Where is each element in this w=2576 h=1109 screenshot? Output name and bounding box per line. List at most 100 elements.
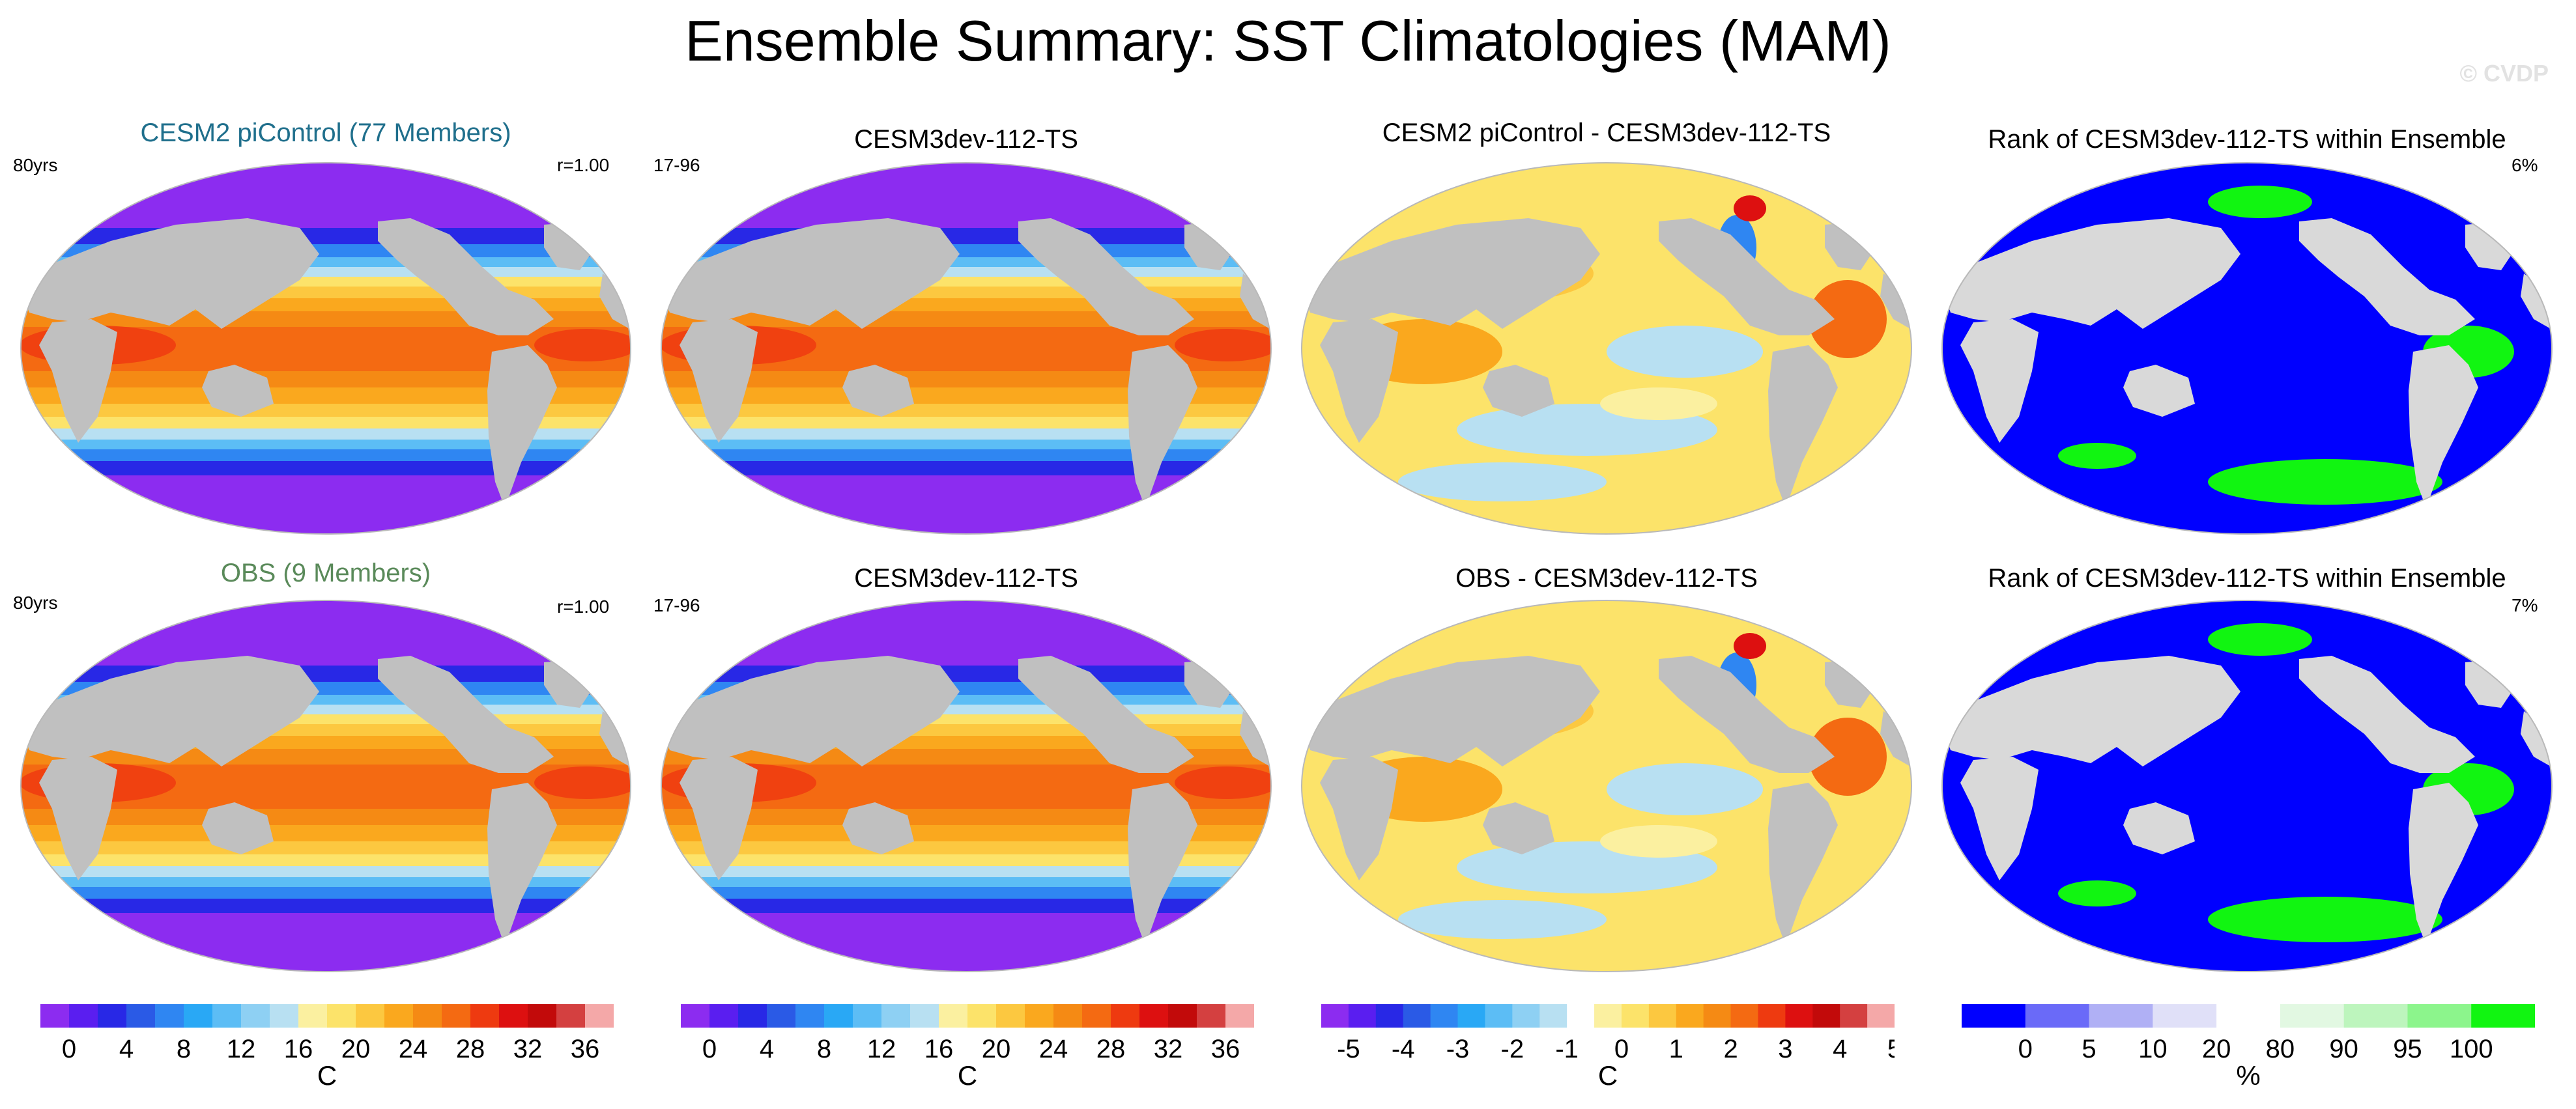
colorbar-swatch: [967, 1004, 997, 1028]
land-africa: [39, 319, 117, 443]
diff-map-cesm2-minus-cesm3dev: [1301, 162, 1912, 535]
land-australia: [1483, 802, 1554, 854]
sst-band: [661, 404, 1271, 417]
sst-map-cesm3dev-row1: [661, 162, 1272, 535]
colorbar-tick-label: 90: [2329, 1035, 2358, 1063]
colorbar-tick-label: 5: [1887, 1035, 1895, 1063]
rank-high-region: [2208, 623, 2312, 656]
diff-anomaly: [1600, 387, 1717, 420]
colorbar-swatch: [1730, 1004, 1758, 1028]
colorbar-tick-label: 100: [2450, 1035, 2493, 1063]
colorbar-sst-2: 0 4 8 12 16 20 24 28 32 36: [681, 1004, 1254, 1063]
map-outline: [661, 162, 1272, 535]
map-outline: [1941, 162, 2553, 535]
diff-anomaly: [1398, 900, 1607, 939]
warm-pool: [1175, 329, 1271, 361]
sst-map-cesm2-picontrol: [20, 162, 631, 535]
colorbar-swatch: [1139, 1004, 1169, 1028]
colorbar-swatch: [40, 1004, 70, 1028]
colorbar-swatch: [910, 1004, 939, 1028]
colorbar-swatch: [327, 1004, 356, 1028]
land-africa: [1320, 757, 1398, 880]
panel-title-r2c3: OBS - CESM3dev-112-TS: [1455, 564, 1758, 593]
colorbar-swatch: [2471, 1004, 2535, 1028]
rank-high-region: [2058, 443, 2136, 469]
colorbar-swatch: [1168, 1004, 1197, 1028]
land-south-america: [1128, 783, 1197, 946]
sst-band: [21, 428, 631, 440]
colorbar-tick-label: 32: [513, 1035, 543, 1063]
colorbar-swatch: [126, 1004, 156, 1028]
diff-anomaly: [1398, 462, 1607, 501]
sst-band: [661, 428, 1271, 440]
colorbar-swatch: [241, 1004, 270, 1028]
colorbar-swatch: [298, 1004, 328, 1028]
colorbar-swatch: [1375, 1004, 1404, 1028]
sst-band: [21, 854, 631, 866]
sst-band: [661, 440, 1271, 449]
sst-band: [21, 913, 631, 972]
diff-anomaly: [1607, 763, 1763, 815]
colorbar-swatch: [270, 1004, 299, 1028]
colorbar-swatch: [996, 1004, 1025, 1028]
sst-band: [661, 461, 1271, 475]
rank-high-region: [2208, 459, 2442, 505]
sst-map-cesm3dev-row2: [661, 600, 1272, 972]
sst-band: [661, 417, 1271, 428]
panel-right-label-r2c1: r=1.00: [557, 597, 610, 617]
panel-right-label-r2c4: 7%: [2512, 595, 2538, 615]
sst-band: [21, 866, 631, 877]
colorbar-swatch: [1457, 1004, 1485, 1028]
diff-anomaly: [1809, 718, 1887, 796]
colorbar-swatch: [2343, 1004, 2408, 1028]
warm-pool: [1175, 766, 1271, 799]
panel-title-r2c1: OBS (9 Members): [220, 559, 431, 587]
land-europe-asia: [661, 218, 960, 329]
colorbar-swatch: [2025, 1004, 2090, 1028]
colorbar-tick-label: 4: [760, 1035, 774, 1063]
colorbar-swatch: [881, 1004, 911, 1028]
sst-band: [661, 913, 1271, 972]
colorbar-swatch: [184, 1004, 213, 1028]
colorbar-tick-label: 80: [2266, 1035, 2295, 1063]
colorbar-swatch: [1485, 1004, 1513, 1028]
colorbar-swatch: [1676, 1004, 1704, 1028]
colorbar-tick-label: 5: [2082, 1035, 2096, 1063]
colorbar-tick-label: 20: [341, 1035, 371, 1063]
colorbar-tick-label: 0: [62, 1035, 76, 1063]
colorbar-tick-label: 36: [1211, 1035, 1240, 1063]
colorbar-tick-label: -3: [1446, 1035, 1470, 1063]
colorbar-tick-label: 24: [1039, 1035, 1068, 1063]
colorbar-swatch: [1758, 1004, 1786, 1028]
colorbar-tick-label: 4: [119, 1035, 134, 1063]
land-europe-asia: [21, 218, 319, 329]
land-south-america: [487, 783, 557, 946]
rank-high-region: [2208, 186, 2312, 218]
land-north-america: [2299, 218, 2475, 335]
colorbar-tick-label: 28: [456, 1035, 485, 1063]
colorbar-swatch: [585, 1004, 614, 1028]
land-north-america: [1659, 656, 1835, 773]
colorbar-swatch: [1812, 1004, 1840, 1028]
diff-anomaly: [1607, 326, 1763, 378]
sst-band: [661, 475, 1271, 534]
colorbar-swatch: [2407, 1004, 2472, 1028]
colorbar-tick-label: 0: [1614, 1035, 1629, 1063]
sst-band: [661, 841, 1271, 854]
colorbar-sst-1: 0 4 8 12 16 20 24 28 32 36: [40, 1004, 614, 1063]
colorbar-diff: -5 -4 -3 -2 -1 0 1 2 3 4 5: [1321, 1004, 1895, 1063]
diff-anomaly: [1734, 633, 1766, 659]
sst-band: [661, 866, 1271, 877]
sst-band: [21, 440, 631, 449]
colorbar-unit-sst-1: C: [317, 1060, 337, 1091]
land-africa: [1320, 319, 1398, 443]
colorbar-swatch: [1430, 1004, 1459, 1028]
colorbar-tick-label: 95: [2393, 1035, 2422, 1063]
land-europe-asia: [1302, 656, 1600, 766]
colorbar-tick-label: 2: [1723, 1035, 1738, 1063]
colorbar-swatch: [709, 1004, 739, 1028]
land-north-america: [2299, 656, 2475, 773]
colorbar-tick-label: 1: [1669, 1035, 1683, 1063]
colorbar-swatch: [1225, 1004, 1254, 1028]
figure-title: Ensemble Summary: SST Climatologies (MAM…: [685, 8, 1891, 73]
